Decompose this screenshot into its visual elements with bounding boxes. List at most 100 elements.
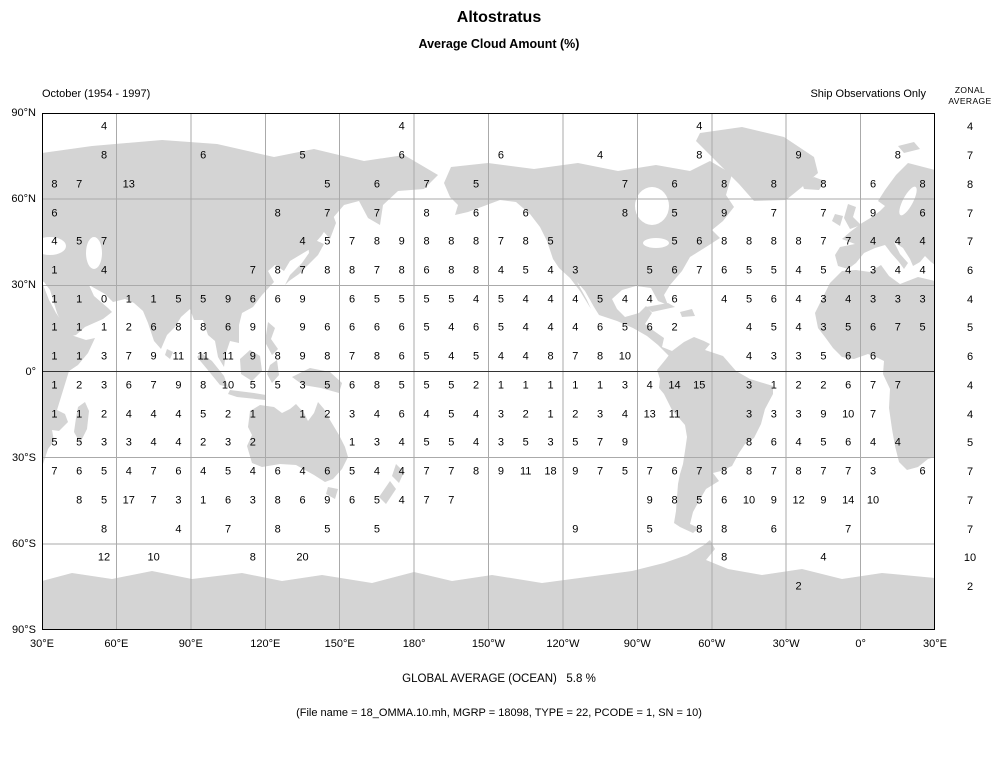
cell-value: 15	[693, 379, 706, 392]
cell-value: 1	[76, 321, 83, 334]
cell-value: 5	[646, 523, 653, 535]
cell-value: 3	[224, 436, 232, 449]
cell-value: 5	[820, 350, 827, 363]
cell-value: 4	[894, 436, 901, 449]
landmass-madagascar	[74, 402, 89, 443]
cell-value: 8	[274, 523, 281, 535]
cell-value: 3	[795, 408, 802, 421]
cell-value: 1	[572, 379, 579, 392]
inland-seas	[42, 186, 917, 269]
cell-value: 5	[349, 465, 356, 478]
cell-value: 4	[522, 293, 529, 306]
landmass-philippines	[265, 322, 278, 355]
cell-value: 8	[324, 264, 331, 277]
cell-value: 2	[200, 436, 207, 449]
cell-value: 4	[547, 321, 554, 334]
cell-value: 5	[671, 235, 678, 248]
cell-value: 4	[373, 465, 380, 478]
cell-value: 4	[547, 264, 554, 277]
cell-value: 4	[522, 321, 529, 334]
great-lakes	[643, 238, 669, 248]
cell-value: 1	[51, 293, 58, 306]
cell-value: 4	[200, 465, 207, 478]
landmass-australia	[247, 402, 348, 482]
cell-value: 6	[349, 379, 356, 392]
cell-value: 7	[770, 207, 777, 219]
cell-value: 7	[597, 465, 604, 478]
cell-value: 5	[200, 408, 207, 421]
cell-value: 6	[349, 321, 356, 334]
longitude-axis: 30°E 60°E 90°E 120°E 150°E 180° 150°W 120°W 90°W…	[30, 638, 947, 654]
cell-value: 5	[646, 264, 653, 277]
cell-value: 8	[423, 207, 430, 219]
landmass-africa-west	[815, 265, 935, 470]
cell-value: 4	[299, 235, 306, 248]
cell-value: 4	[100, 264, 108, 277]
cell-value: 6	[373, 178, 380, 191]
cell-value: 7	[894, 379, 901, 392]
cell-value: 7	[76, 178, 83, 191]
cell-value: 5	[324, 523, 331, 535]
cell-value: 7	[299, 264, 306, 277]
cell-value: 4	[473, 293, 480, 306]
cell-value: 6	[150, 321, 157, 334]
cell-value: 9	[572, 523, 579, 535]
zonal-average-value: 4	[966, 408, 974, 421]
cell-value: 7	[597, 436, 604, 449]
cell-value: 11	[519, 465, 532, 478]
cell-value: 4	[621, 408, 628, 421]
cell-value: 8	[820, 178, 827, 191]
cell-value: 14	[668, 379, 681, 392]
cell-value: 5	[845, 321, 852, 334]
cell-value: 2	[572, 408, 579, 421]
cell-value: 5	[423, 436, 430, 449]
cell-value: 4	[845, 293, 852, 306]
cell-value: 7	[621, 178, 628, 191]
cell-value: 7	[646, 465, 653, 478]
zonal-average-value: 7	[966, 236, 974, 249]
cell-value: 4	[572, 293, 579, 306]
cell-value: 5	[745, 293, 753, 306]
cell-value: 8	[696, 149, 703, 162]
cell-value: 1	[597, 379, 604, 392]
cell-value: 5	[51, 436, 58, 449]
lon-tick-label: 30°E	[923, 638, 947, 650]
cell-value: 12	[97, 551, 111, 564]
cell-value: 1	[547, 379, 554, 392]
cell-value: 12	[792, 494, 805, 507]
cell-value: 0	[100, 293, 108, 306]
cell-value: 1	[770, 379, 777, 392]
cell-value: 4	[795, 436, 802, 449]
landmass-tasmania	[326, 487, 338, 499]
zonal-average-value: 7	[966, 494, 974, 507]
cell-value: 1	[76, 408, 83, 421]
cell-value: 8	[745, 436, 753, 449]
cell-value: 4	[448, 321, 455, 334]
cell-value: 6	[770, 436, 777, 449]
cell-value: 1	[522, 379, 529, 392]
cell-value: 6	[770, 523, 777, 535]
cell-value: 9	[770, 494, 777, 507]
cell-value: 8	[721, 465, 728, 478]
cell-value: 7	[324, 207, 331, 219]
cell-value: 5	[448, 408, 455, 421]
cell-value: 6	[845, 379, 852, 392]
cell-value: 4	[497, 350, 504, 363]
cell-value: 5	[423, 321, 430, 334]
cell-value: 4	[51, 235, 58, 248]
cell-value: 18	[544, 465, 557, 478]
cell-value: 4	[597, 149, 604, 162]
cell-value: 4	[869, 235, 877, 248]
landmass-borneo	[240, 350, 262, 381]
cell-value: 5	[200, 293, 207, 306]
cell-value: 10	[742, 494, 756, 507]
cell-value: 6	[597, 321, 604, 334]
cell-value: 2	[671, 321, 678, 334]
cell-value: 3	[373, 436, 380, 449]
cell-value: 8	[349, 264, 356, 277]
cell-value: 7	[448, 494, 455, 507]
cell-value: 9	[497, 465, 504, 478]
source-note: Ship Observations Only	[810, 88, 926, 100]
cell-value: 3	[349, 408, 356, 421]
zonal-average-value: 4	[966, 121, 974, 134]
